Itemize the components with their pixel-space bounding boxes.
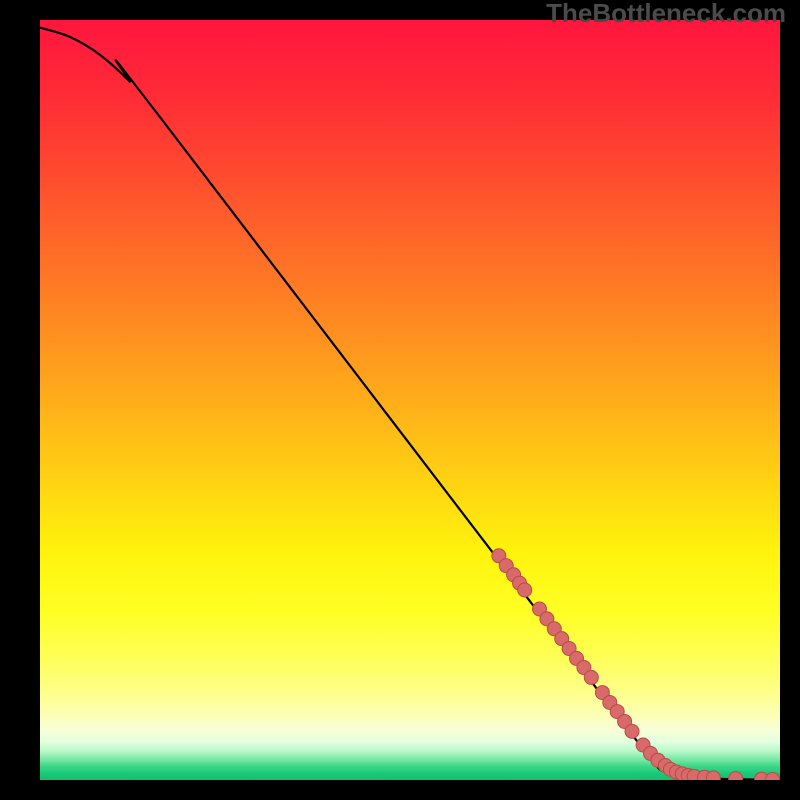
watermark-text: TheBottleneck.com bbox=[546, 0, 786, 29]
data-marker bbox=[729, 772, 743, 780]
bottleneck-curve bbox=[40, 28, 780, 780]
bottleneck-chart: TheBottleneck.com bbox=[0, 0, 800, 800]
plot-svg-overlay bbox=[40, 20, 780, 780]
data-marker bbox=[584, 670, 598, 684]
data-marker bbox=[625, 724, 639, 738]
data-marker bbox=[706, 771, 720, 780]
data-marker bbox=[518, 583, 532, 597]
plot-area bbox=[40, 20, 780, 780]
data-marker bbox=[766, 772, 780, 780]
